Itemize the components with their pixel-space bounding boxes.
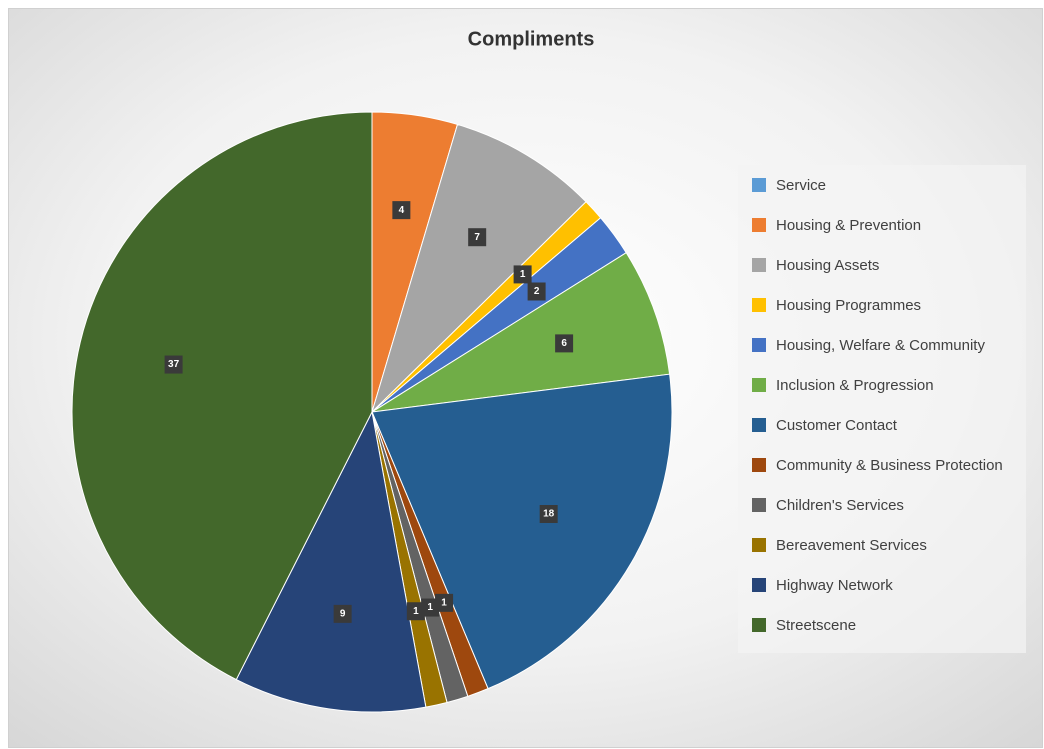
- legend-label: Streetscene: [776, 617, 856, 634]
- legend-label: Service: [776, 177, 826, 194]
- data-label-box: [468, 228, 487, 247]
- legend-label: Bereavement Services: [776, 537, 927, 554]
- legend-label: Housing Assets: [776, 257, 879, 274]
- data-label: 9: [340, 609, 346, 620]
- legend-label: Housing Programmes: [776, 297, 921, 314]
- legend-label: Housing, Welfare & Community: [776, 337, 985, 354]
- pie-slice: [370, 123, 587, 414]
- data-label: 4: [399, 205, 405, 216]
- legend-label: Children's Services: [776, 497, 904, 514]
- legend-label: Community & Business Protection: [776, 457, 1003, 474]
- data-label: 7: [474, 232, 480, 243]
- data-label-box: [333, 604, 352, 623]
- legend-swatch: [752, 258, 766, 272]
- data-label-box: [164, 355, 183, 374]
- chart-title: Compliments: [468, 28, 595, 50]
- legend-swatch: [752, 618, 766, 632]
- data-label: 6: [561, 338, 567, 349]
- legend-swatch: [752, 458, 766, 472]
- data-label-box: [406, 602, 425, 621]
- data-label: 37: [168, 359, 180, 370]
- legend-swatch: [752, 178, 766, 192]
- legend-label: Customer Contact: [776, 417, 898, 434]
- data-label-box: [392, 201, 411, 220]
- data-label: 1: [427, 602, 433, 613]
- legend-swatch: [752, 498, 766, 512]
- legend-label: Highway Network: [776, 577, 893, 594]
- data-label: 18: [543, 509, 555, 520]
- pie-slice: [371, 373, 673, 690]
- legend-label: Inclusion & Progression: [776, 377, 934, 394]
- legend-swatch: [752, 418, 766, 432]
- legend-box: [738, 165, 1026, 653]
- data-label-box: [539, 505, 558, 523]
- legend-swatch: [752, 578, 766, 592]
- data-label-box: [513, 265, 532, 284]
- legend-swatch: [752, 218, 766, 232]
- pie-slice: [371, 252, 671, 413]
- data-label: 1: [413, 606, 419, 617]
- legend-swatch: [752, 338, 766, 352]
- pie-slice: [235, 410, 427, 713]
- pie-slice: [71, 111, 373, 681]
- data-label: 1: [441, 597, 447, 608]
- data-label-box: [555, 334, 574, 353]
- legend-swatch: [752, 378, 766, 392]
- data-label-box: [527, 282, 546, 301]
- data-label: 1: [520, 269, 526, 280]
- data-label-box: [435, 593, 454, 612]
- legend-swatch: [752, 538, 766, 552]
- legend-label: Housing & Prevention: [776, 217, 921, 234]
- data-label-box: [421, 598, 440, 617]
- legend-swatch: [752, 298, 766, 312]
- data-label: 2: [534, 286, 540, 297]
